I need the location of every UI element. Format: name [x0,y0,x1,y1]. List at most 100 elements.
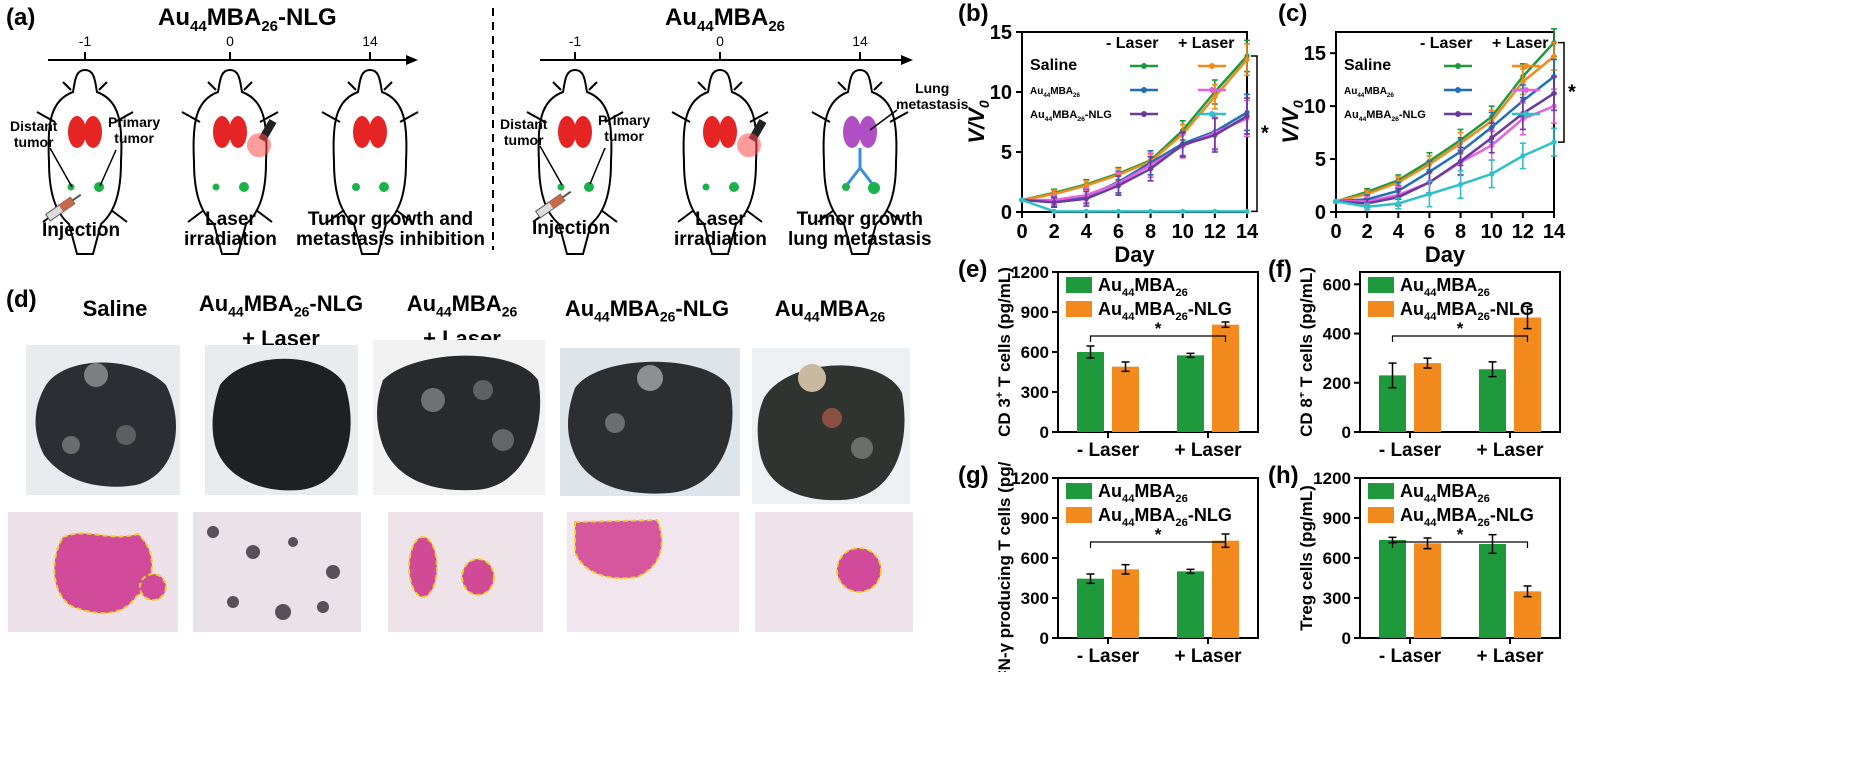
y-axis-label: V/V0 [1278,100,1306,143]
histology-nlg [567,512,739,632]
timeline-right-arrow [901,55,913,65]
lung-photo-nlg [560,348,740,496]
x-tick-label: 0 [1330,221,1341,243]
significance-bracket [1089,541,1227,548]
legend-swatch [1066,507,1092,523]
legend-row-label: Au44MBA26-NLG [1030,109,1112,123]
y-tick-label: 300 [1021,589,1049,608]
legend-header-plus: + Laser [1492,35,1548,52]
series-line [1335,140,1555,208]
legend-marker [1523,87,1529,93]
data-point [1489,135,1495,141]
caption-growth-right: Tumor growth lung metastasis [788,209,932,250]
lung-photo-nlg-laser [205,345,358,495]
y-tick-label: 200 [1323,374,1351,393]
caption-injection-right: Injection [532,218,611,239]
histology-au-laser [388,512,543,632]
y-axis-label: V/V0 [964,100,992,143]
legend-swatch [1066,277,1092,293]
legend-label: Au44MBA26-NLG [1098,505,1232,529]
legend-label: Au44MBA26 [1400,275,1490,299]
x-tick-label: 0 [1016,221,1027,243]
data-point [1147,166,1154,172]
bar [1112,569,1139,638]
mouse-right-2 [671,69,769,255]
panel-a-schematic: -1 0 14 -1 0 14 [36,8,913,255]
series-line [1021,114,1248,204]
y-tick-label: 10 [990,82,1012,104]
panel-label-c: (c) [1278,0,1308,27]
bar [1212,540,1239,638]
bar [1177,355,1204,432]
significance-star: * [1457,525,1464,544]
y-tick-label: 400 [1323,325,1351,344]
y-tick-label: 600 [1021,549,1049,568]
legend-marker [1141,87,1147,93]
data-point [1115,183,1122,189]
series-line [1335,41,1555,203]
legend-label: Au44MBA26-NLG [1098,299,1232,323]
legend-marker [1455,111,1461,117]
group-label-nlg-laser: Au44MBA26-NLG + Laser [198,291,364,352]
label-primary-right: Primary tumor [598,112,651,144]
chart-e: 0 300 600 900 1200 - Laser + Laser CD 3+ T cell… [994,263,1259,461]
legend-label: Au44MBA26-NLG [1400,299,1534,323]
y-tick-label: 1200 [1011,469,1049,488]
legend-marker [1455,87,1461,93]
panel-label-h: (h) [1268,462,1299,489]
chart-h: 0 300 600 900 1200 - Laser + Laser Treg cells (… [1300,469,1561,667]
caption-injection-left: Injection [42,220,121,241]
data-point [1051,199,1057,205]
tick-right-2: 14 [852,33,868,49]
y-tick-label: 900 [1323,509,1351,528]
series-line [1021,58,1248,202]
x-tick-label: - Laser [1077,440,1140,461]
y-tick-label: 900 [1021,509,1049,528]
x-tick-label: 12 [1512,221,1534,243]
legend-marker [1523,111,1529,117]
caption-laser-left: Laser irradiation [184,209,277,250]
legend-header-minus: - Laser [1106,35,1158,52]
x-tick-label: + Laser [1476,646,1544,667]
histology-saline [8,512,178,632]
y-tick-label: 15 [1304,43,1326,65]
panel-a-right-title: Au44MBA26 [665,4,786,35]
data-point [1147,208,1154,214]
x-tick-label: 10 [1481,221,1503,243]
bar [1479,369,1506,432]
data-point [1083,183,1089,189]
lung-photo-au-laser [373,340,545,495]
panel-label-g: (g) [958,462,989,489]
caption-growth-left: Tumor growth and metastasis inhibition [296,209,485,250]
chart-g: 0 300 600 900 1200 - Laser + Laser IFN-γ produc… [995,462,1259,672]
timeline-left-arrow [406,55,418,65]
y-axis-label: CD 3+ T cells (pg/mL) [994,267,1014,437]
panel-label-a: (a) [6,4,36,31]
syringe-left [44,193,82,222]
panel-label-d: (d) [6,286,37,313]
x-tick-label: 4 [1081,221,1093,243]
y-tick-label: 1200 [1011,263,1049,282]
y-tick-label: 900 [1021,303,1049,322]
x-tick-label: 10 [1172,221,1194,243]
x-tick-label: - Laser [1379,646,1442,667]
x-tick-label: 6 [1424,221,1435,243]
data-point [1244,208,1250,214]
data-point [1115,208,1122,214]
tick-right-1: 0 [716,33,724,49]
mouse-left-3 [321,69,419,255]
significance-star: * [1155,525,1162,544]
x-tick-label: + Laser [1174,440,1242,461]
legend-row-label: Au44MBA26 [1344,86,1394,99]
bar [1212,324,1239,432]
chart-f: 0 200 400 600 - Laser + Laser CD 8+ T cells (p… [1300,267,1561,461]
mouse-right-1 [526,69,624,255]
lung-photo-saline [26,345,180,495]
legend-row-label: Saline [1030,57,1077,74]
legend-marker [1209,87,1215,93]
x-axis-label: Day [1114,242,1155,267]
data-point [1180,142,1186,148]
x-tick-label: 8 [1145,221,1156,243]
